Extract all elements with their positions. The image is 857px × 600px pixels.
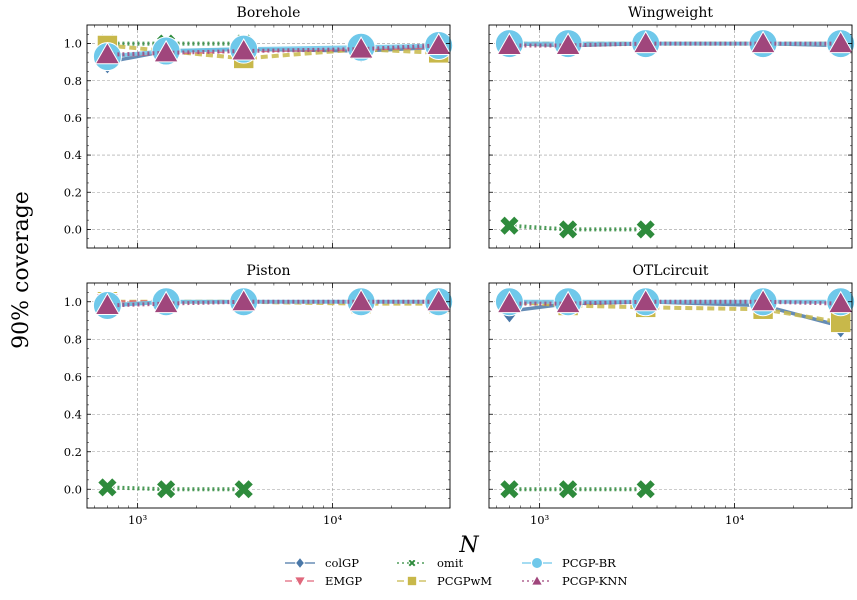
point-pcgp-knn [230,288,257,312]
ytick-label: 0.2 [64,185,82,199]
series-pcgp-knn [94,288,452,315]
point-pcgp-knn [94,292,121,315]
panel-wingweight: Wingweight [488,5,856,249]
point-omit [635,478,657,500]
point-pcgp-knn [827,290,854,314]
point-pcgp-knn [348,36,374,59]
legend-label: colGP [325,556,359,570]
series-pcgp-knn [94,32,452,65]
ytick-label: 1.0 [64,37,82,51]
series-pcgp-knn [496,288,854,314]
panel-piston: 0.0 0.2 0.4 0.6 0.8 1.0 10³ 10⁴ Piston [64,263,454,527]
ytick-label: 0.2 [64,445,82,459]
point-pcgp-knn [94,41,121,65]
point-omit [498,215,520,237]
legend-marker-colgp [294,556,306,570]
ytick-label: 0.6 [64,370,82,384]
legend-label: PCGP-BR [562,556,616,570]
panel-otlcircuit: 10³ 10⁴ OTLcircuit [488,263,856,527]
panel-title: Piston [246,263,290,279]
point-pcgp-knn [632,30,659,54]
legend-entry-emgp: EMGP [285,574,362,588]
legend-marker-omit [407,558,417,568]
legend-label: PCGPwM [437,574,492,588]
point-pcgp-knn [348,288,374,312]
point-pcgp-knn [153,290,179,314]
series-omit [96,476,255,500]
ytick-label: 0.6 [64,111,82,125]
series-line-omit [509,223,646,232]
ytick-label: 0.8 [64,332,82,346]
point-omit [155,478,177,500]
panel-title: OTLcircuit [632,263,708,279]
point-pcgp-knn [750,30,776,54]
ytick-label: 0.0 [64,482,82,496]
series-pcgp-knn [496,30,854,55]
point-pcgp-knn [750,288,776,312]
point-pcgp-knn [496,290,523,314]
legend-label: PCGP-KNN [562,574,627,588]
point-pcgp-knn [425,32,452,55]
panel-title: Borehole [237,5,301,21]
point-omit [498,478,520,500]
point-pcgp-knn [555,290,581,314]
legend-marker-pcgp-br [531,557,543,569]
point-pcgp-knn [827,30,854,54]
axes-frame [86,24,451,249]
point-omit [557,218,579,240]
point-pcgp-knn [555,32,581,55]
legend-marker-emgp [293,576,307,588]
ytick-label: 0.4 [64,407,82,421]
series-line-omit [107,485,244,492]
point-pcgp-knn [496,32,523,55]
xtick-label: 10⁴ [725,513,745,527]
series-pcgpwm [498,291,852,334]
point-omit [96,476,118,498]
point-omit [233,478,255,500]
ytick-label: 0.8 [64,74,82,88]
legend-entry-pcgpwm: PCGPwM [397,574,492,588]
ytick-label: 1.0 [64,295,82,309]
point-omit [557,478,579,500]
point-omit [635,218,657,240]
legend-entry-colgp: colGP [285,556,359,570]
figure-xlabel: N [458,533,479,558]
panel-borehole: 0.0 0.2 0.4 0.6 0.8 1.0 Borehole [64,5,454,249]
legend-marker-pcgpwm [406,575,418,587]
series-omit [498,478,657,500]
axes-frame [488,24,853,249]
point-pcgp-knn [425,288,452,312]
legend-entry-omit: omit [397,556,464,570]
xtick-label: 10⁴ [323,513,343,527]
xtick-label: 10³ [530,513,550,527]
legend-label: EMGP [325,574,362,588]
figure-ylabel: 90% coverage [9,191,34,349]
legend: colGP EMGP omit PCGPwM PCGP-BR PCGP-KNN [285,556,627,588]
legend-marker-pcgp-knn [530,574,544,586]
ytick-label: 0.0 [64,222,82,236]
xtick-label: 10³ [128,513,148,527]
series-omit [498,215,657,240]
ytick-label: 0.4 [64,148,82,162]
axes-frame [86,282,451,509]
legend-label: omit [437,556,464,570]
point-pcgp-knn [230,38,257,61]
panel-title: Wingweight [628,5,713,21]
point-pcgp-knn [632,288,659,312]
legend-entry-pcgp-knn: PCGP-KNN [522,574,627,588]
legend-entry-pcgp-br: PCGP-BR [522,556,616,570]
point-pcgp-knn [153,39,179,63]
